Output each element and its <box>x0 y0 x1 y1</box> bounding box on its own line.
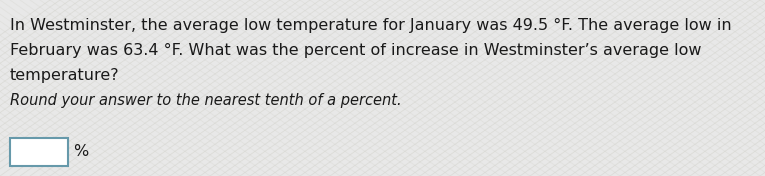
Text: Round your answer to the nearest tenth of a percent.: Round your answer to the nearest tenth o… <box>10 93 402 108</box>
FancyBboxPatch shape <box>10 138 68 166</box>
Text: %: % <box>73 144 88 159</box>
Text: temperature?: temperature? <box>10 68 119 83</box>
Text: In Westminster, the average low temperature for January was 49.5 °F. The average: In Westminster, the average low temperat… <box>10 18 731 33</box>
Text: February was 63.4 °F. What was the percent of increase in Westminster’s average : February was 63.4 °F. What was the perce… <box>10 43 702 58</box>
